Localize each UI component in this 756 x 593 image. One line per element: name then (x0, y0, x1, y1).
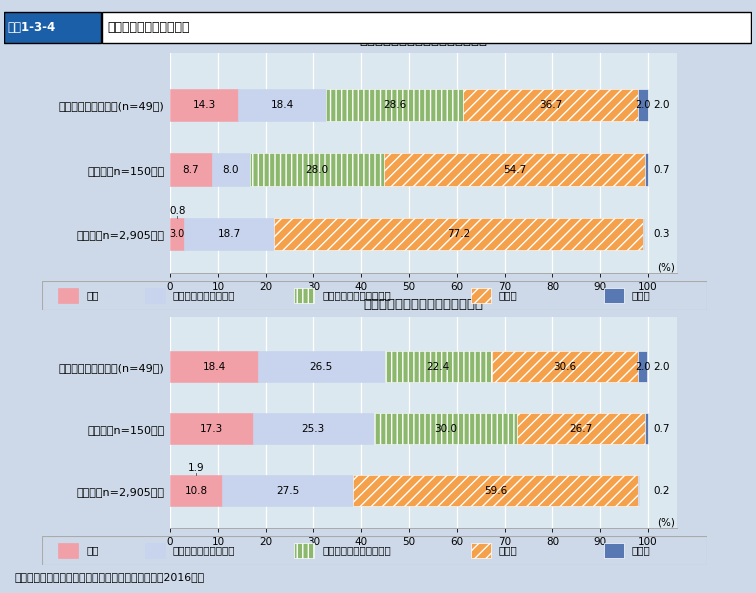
Text: いいえ: いいえ (499, 546, 517, 555)
Bar (638, 89, 648, 121)
Text: どちらかといえばいいえ: どちらかといえばいいえ (322, 546, 391, 555)
Text: 1.9: 1.9 (187, 463, 204, 473)
Text: 2.0: 2.0 (636, 100, 651, 110)
Text: 0.7: 0.7 (654, 164, 670, 174)
Bar (517, 413, 645, 444)
Text: 0.2: 0.2 (654, 486, 670, 496)
FancyBboxPatch shape (294, 543, 314, 558)
FancyBboxPatch shape (58, 543, 78, 558)
Text: 無回答: 無回答 (632, 291, 650, 300)
Bar (353, 475, 638, 506)
Bar (327, 89, 463, 121)
Text: はい: はい (86, 546, 98, 555)
Text: 36.7: 36.7 (539, 100, 562, 110)
Bar (222, 475, 353, 506)
FancyBboxPatch shape (604, 288, 624, 303)
Text: 図表1-3-4: 図表1-3-4 (8, 21, 56, 34)
Bar (274, 218, 643, 250)
Text: 2.0: 2.0 (654, 100, 670, 110)
Text: 18.4: 18.4 (271, 100, 294, 110)
Text: 18.4: 18.4 (203, 362, 226, 372)
Bar (491, 351, 638, 382)
Bar (253, 413, 373, 444)
Bar (212, 154, 250, 186)
Bar (170, 154, 212, 186)
Text: どちらかといえばいいえ: どちらかといえばいいえ (322, 291, 391, 300)
Bar (170, 89, 238, 121)
Bar (385, 351, 491, 382)
Bar (184, 218, 274, 250)
Text: はい: はい (86, 291, 98, 300)
Text: 30.0: 30.0 (434, 424, 457, 433)
Bar (638, 351, 647, 382)
Text: 26.7: 26.7 (569, 424, 593, 433)
Bar (170, 413, 253, 444)
Text: 18.7: 18.7 (218, 229, 240, 239)
FancyBboxPatch shape (102, 12, 751, 43)
Bar (258, 351, 385, 382)
Bar (170, 475, 222, 506)
Text: 2.0: 2.0 (635, 362, 650, 372)
Bar (638, 475, 639, 506)
Text: 0.3: 0.3 (654, 229, 670, 239)
Text: 8.0: 8.0 (222, 164, 239, 174)
Text: 0.8: 0.8 (169, 206, 185, 216)
FancyBboxPatch shape (4, 12, 101, 43)
Bar (250, 154, 384, 186)
Text: 54.7: 54.7 (503, 164, 526, 174)
Text: 22.4: 22.4 (426, 362, 450, 372)
Text: 77.2: 77.2 (447, 229, 470, 239)
Text: 28.0: 28.0 (305, 164, 328, 174)
Text: 無回答: 無回答 (632, 546, 650, 555)
Text: 26.5: 26.5 (310, 362, 333, 372)
Text: 14.3: 14.3 (193, 100, 216, 110)
Text: 資料：内閣府「若者の生活に関する調査報告書」（2016年）: 資料：内閣府「若者の生活に関する調査報告書」（2016年） (15, 572, 205, 582)
Title: 誰とも口を利かずに過ごす日が多い: 誰とも口を利かずに過ごす日が多い (359, 34, 488, 47)
Text: 8.7: 8.7 (182, 164, 199, 174)
Text: 10.8: 10.8 (184, 486, 207, 496)
Text: 59.6: 59.6 (484, 486, 507, 496)
FancyBboxPatch shape (604, 543, 624, 558)
Bar (384, 154, 645, 186)
Bar (170, 351, 258, 382)
FancyBboxPatch shape (58, 288, 78, 303)
Bar (373, 413, 517, 444)
FancyBboxPatch shape (471, 288, 491, 303)
Text: どちらかといえばはい: どちらかといえばはい (172, 546, 235, 555)
Bar (645, 154, 649, 186)
Text: 30.6: 30.6 (553, 362, 576, 372)
Text: 2.0: 2.0 (654, 362, 670, 372)
Text: (%): (%) (658, 263, 675, 273)
Bar (238, 89, 327, 121)
Text: 27.5: 27.5 (276, 486, 299, 496)
Text: いいえ: いいえ (499, 291, 517, 300)
Text: 17.3: 17.3 (200, 424, 223, 433)
FancyBboxPatch shape (144, 288, 165, 303)
Text: 28.6: 28.6 (383, 100, 406, 110)
Bar (645, 413, 648, 444)
FancyBboxPatch shape (144, 543, 165, 558)
Title: 人と会話をするのはわずらわしい: 人と会話をするのはわずらわしい (364, 298, 483, 311)
Bar (463, 89, 638, 121)
FancyBboxPatch shape (471, 543, 491, 558)
Bar (643, 218, 644, 250)
Text: 0.7: 0.7 (654, 424, 670, 433)
Text: どちらかといえばはい: どちらかといえばはい (172, 291, 235, 300)
Text: 3.0: 3.0 (169, 229, 185, 239)
Bar (170, 218, 184, 250)
Text: 人と会話する頻度と意識: 人と会話する頻度と意識 (107, 21, 190, 34)
Text: (%): (%) (658, 518, 675, 528)
FancyBboxPatch shape (294, 288, 314, 303)
Text: 25.3: 25.3 (302, 424, 325, 433)
